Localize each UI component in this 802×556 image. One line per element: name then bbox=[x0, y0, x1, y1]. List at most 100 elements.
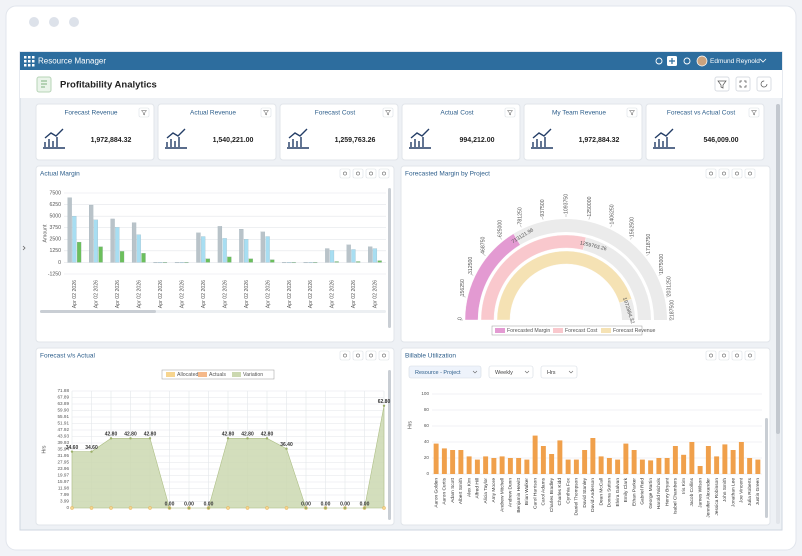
panel-tool[interactable] bbox=[352, 168, 364, 179]
dropdown-chevron bbox=[524, 370, 530, 374]
kpi-filter[interactable] bbox=[748, 107, 760, 118]
theme-icon[interactable] bbox=[655, 57, 663, 65]
x-tick-label: Alicia Taylor bbox=[483, 478, 489, 504]
scrollbar-thumb[interactable] bbox=[776, 104, 780, 434]
panel-tool[interactable] bbox=[378, 350, 390, 361]
y-tick-label: 40 bbox=[424, 439, 430, 444]
panel-tool-icon bbox=[735, 171, 739, 176]
area bbox=[71, 405, 385, 509]
kpi-filter[interactable] bbox=[138, 107, 150, 118]
window-dot bbox=[29, 17, 39, 27]
v-scrollbar[interactable] bbox=[765, 418, 768, 518]
y-tick-label: 71.88 bbox=[58, 388, 70, 393]
side-toggle[interactable] bbox=[22, 245, 26, 251]
tick-label: 1406250 bbox=[609, 204, 615, 224]
data-label: 34.60 bbox=[66, 445, 79, 451]
panel-tool[interactable] bbox=[744, 168, 756, 179]
bar bbox=[377, 260, 382, 263]
bar bbox=[689, 442, 695, 474]
bar bbox=[582, 450, 588, 474]
settings-icon[interactable] bbox=[683, 57, 691, 65]
x-tick-label: Julia Roberts bbox=[747, 477, 753, 506]
dropdown-label: Weekly bbox=[495, 370, 513, 376]
tick-mark bbox=[658, 273, 662, 276]
panel-tool[interactable] bbox=[339, 350, 351, 361]
bar bbox=[631, 450, 637, 474]
y-tick-label: 63.89 bbox=[58, 401, 70, 406]
tick-label: 781250 bbox=[517, 207, 523, 224]
panel-tool[interactable] bbox=[352, 350, 364, 361]
bar bbox=[141, 253, 146, 263]
y-tick-label: -1250 bbox=[48, 271, 61, 277]
y-tick-label: 20 bbox=[424, 455, 430, 460]
panel-tool-icon bbox=[356, 171, 360, 176]
window-dot bbox=[69, 17, 79, 27]
panel-tool[interactable] bbox=[378, 168, 390, 179]
actual-point bbox=[128, 506, 133, 510]
kpi-label: Forecast Cost bbox=[315, 110, 356, 117]
y-tick-label: 23.96 bbox=[58, 466, 70, 471]
panel-tool[interactable] bbox=[365, 168, 377, 179]
x-tick-label: Apr 02 2026 bbox=[265, 280, 271, 308]
x-tick-label: Alex Kim bbox=[466, 478, 472, 497]
panel-tool-icon bbox=[748, 171, 752, 176]
x-tick-label: Iris Kim bbox=[681, 478, 687, 494]
panel-tool-icon bbox=[343, 171, 347, 176]
tick-mark bbox=[470, 273, 474, 276]
kpi-filter[interactable] bbox=[626, 107, 638, 118]
h-scrollbar-thumb[interactable] bbox=[40, 310, 156, 313]
data-label: 42.80 bbox=[261, 432, 274, 438]
bar bbox=[450, 450, 456, 474]
dropdown[interactable] bbox=[408, 365, 482, 379]
x-tick-label: Adam Scott bbox=[450, 477, 456, 502]
y-tick-label: 3750 bbox=[49, 225, 61, 231]
panel-tool[interactable] bbox=[705, 350, 717, 361]
panel-tool[interactable] bbox=[365, 350, 377, 361]
y-tick-label: 51.91 bbox=[58, 421, 70, 426]
kpi-filter[interactable] bbox=[504, 107, 516, 118]
bar bbox=[755, 459, 761, 474]
filter-button[interactable] bbox=[714, 76, 730, 92]
panel-tool[interactable] bbox=[705, 168, 717, 179]
v-scrollbar[interactable] bbox=[388, 188, 391, 328]
avatar[interactable] bbox=[696, 55, 708, 67]
legend-box bbox=[491, 325, 643, 336]
x-tick-label: Apr 02 2026 bbox=[244, 280, 250, 308]
expand-button[interactable] bbox=[735, 76, 751, 92]
ring-bar bbox=[480, 234, 587, 321]
y-tick-label: 2500 bbox=[49, 237, 61, 243]
apps-icon[interactable] bbox=[24, 56, 35, 67]
panel-tool[interactable] bbox=[718, 168, 730, 179]
panel-tool[interactable] bbox=[731, 350, 743, 361]
refresh-button[interactable] bbox=[756, 76, 772, 92]
bar bbox=[270, 259, 275, 263]
user-name[interactable]: Edmund Reynold bbox=[710, 58, 760, 65]
filter-icon bbox=[717, 80, 727, 89]
data-label: 0.00 bbox=[360, 501, 370, 507]
bar bbox=[540, 446, 546, 474]
dropdown[interactable] bbox=[540, 365, 578, 379]
expand-icon bbox=[739, 80, 747, 88]
panel-title: Forecasted Margin by Project bbox=[405, 171, 490, 178]
legend-label: Actuals bbox=[209, 372, 226, 378]
dropdown[interactable] bbox=[488, 365, 534, 379]
panel-tool-icon bbox=[369, 171, 373, 176]
kpi-filter[interactable] bbox=[260, 107, 272, 118]
bar bbox=[136, 234, 141, 263]
panel-tool[interactable] bbox=[744, 350, 756, 361]
kpi-filter[interactable] bbox=[382, 107, 394, 118]
kpi-icon bbox=[531, 128, 553, 149]
y-tick-label: 7.99 bbox=[60, 492, 69, 497]
bar bbox=[244, 239, 249, 263]
kpi-label: Forecast vs Actual Cost bbox=[667, 110, 735, 117]
v-scrollbar[interactable] bbox=[388, 370, 391, 520]
panel-title: Actual Margin bbox=[40, 171, 80, 178]
user-menu-icon[interactable] bbox=[759, 58, 767, 63]
x-tick-label: Andrew Mitchell bbox=[499, 478, 505, 512]
kpi-card bbox=[645, 103, 765, 161]
panel-tool[interactable] bbox=[731, 168, 743, 179]
panel-tool[interactable] bbox=[339, 168, 351, 179]
bar bbox=[282, 262, 287, 264]
x-tick-label: David Anderson bbox=[590, 478, 596, 512]
panel-tool[interactable] bbox=[718, 350, 730, 361]
